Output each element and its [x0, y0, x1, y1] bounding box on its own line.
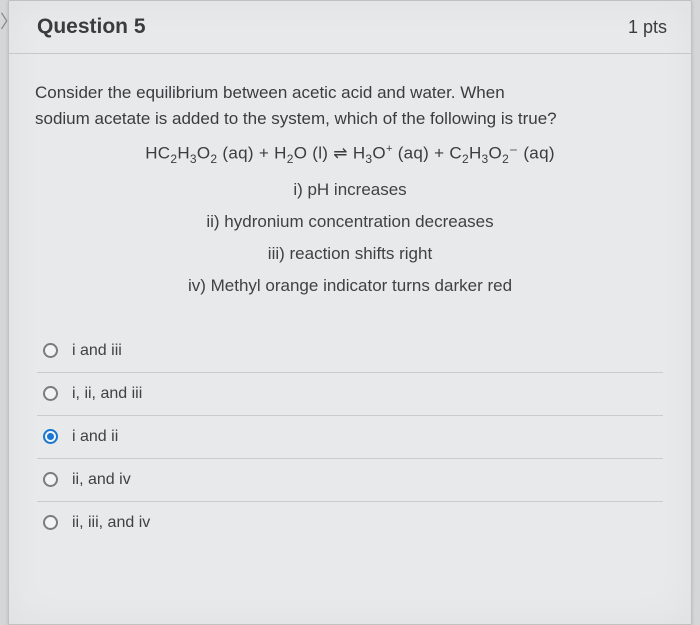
statement-1: i) pH increases [35, 180, 665, 200]
statement-2: ii) hydronium concentration decreases [35, 212, 665, 232]
option-label: i and ii [72, 428, 118, 446]
radio-icon [43, 515, 58, 530]
prev-arrow-icon: 〉 [0, 8, 10, 26]
statement-3: iii) reaction shifts right [35, 244, 665, 264]
question-points: 1 pts [628, 17, 667, 38]
option-label: i, ii, and iii [72, 385, 142, 403]
option-3[interactable]: i and ii [37, 416, 663, 459]
question-body: Consider the equilibrium between acetic … [9, 54, 691, 326]
prompt-line-1: Consider the equilibrium between acetic … [35, 83, 505, 102]
statement-4: iv) Methyl orange indicator turns darker… [35, 276, 665, 296]
statements-list: i) pH increases ii) hydronium concentrat… [35, 180, 665, 296]
question-title: Question 5 [37, 15, 146, 39]
option-label: ii, and iv [72, 471, 131, 489]
radio-icon [43, 386, 58, 401]
question-card: Question 5 1 pts Consider the equilibriu… [8, 0, 692, 625]
radio-icon [43, 343, 58, 358]
radio-icon [43, 429, 58, 444]
option-label: i and iii [72, 342, 122, 360]
option-4[interactable]: ii, and iv [37, 459, 663, 502]
prompt-line-2: sodium acetate is added to the system, w… [35, 109, 557, 128]
option-1[interactable]: i and iii [37, 330, 663, 373]
question-prompt: Consider the equilibrium between acetic … [35, 80, 665, 133]
option-2[interactable]: i, ii, and iii [37, 373, 663, 416]
question-header: Question 5 1 pts [9, 1, 691, 54]
option-5[interactable]: ii, iii, and iv [37, 502, 663, 544]
option-label: ii, iii, and iv [72, 514, 150, 532]
radio-icon [43, 472, 58, 487]
equilibrium-equation: HC2H3O2 (aq) + H2O (l) ⇌ H3O+ (aq) + C2H… [35, 143, 665, 166]
answer-options: i and iii i, ii, and iii i and ii ii, an… [9, 326, 691, 544]
